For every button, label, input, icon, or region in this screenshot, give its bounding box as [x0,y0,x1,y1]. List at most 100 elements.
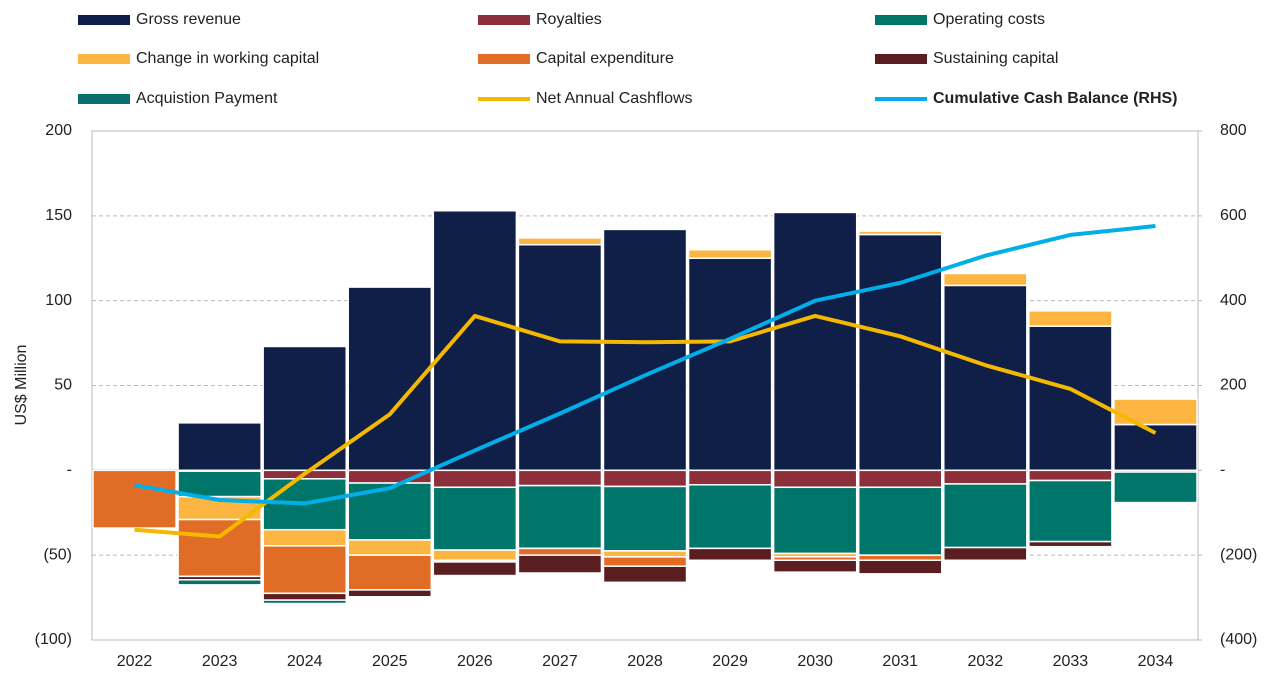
bar [347,589,433,598]
legend-label: Royalties [536,11,602,28]
y2-tick-label: - [1220,462,1225,479]
bar [687,249,773,259]
bar [602,228,688,472]
legend-swatch [478,15,530,25]
y-tick-label: 50 [54,377,72,394]
bar [262,528,347,547]
bar [687,469,773,486]
bar [177,579,262,586]
x-tick-label: 2031 [882,653,918,670]
x-tick-label: 2029 [712,653,748,670]
legend-swatch [478,54,530,64]
bar [347,554,433,591]
bar [602,550,688,558]
bar [687,547,773,562]
bar [262,599,347,605]
bar [1028,469,1113,482]
y-tick-label: (100) [35,631,72,648]
bar [517,554,603,574]
bar [432,469,518,489]
bar [262,592,347,601]
x-tick-label: 2033 [1053,653,1089,670]
y-axis-label: US$ Million [13,345,30,426]
legend-swatch [78,94,130,104]
bar [772,469,858,489]
bar [857,233,943,472]
bar [1028,479,1113,543]
y-tick-label: 200 [45,122,72,139]
y-tick-label: 150 [45,207,72,224]
bar [517,469,603,487]
legend-label: Net Annual Cashflows [536,90,693,107]
x-tick-label: 2034 [1138,653,1174,670]
bar [1113,398,1198,426]
bar [1028,540,1113,548]
bar [92,469,177,529]
bar [857,230,943,236]
legend-label: Gross revenue [136,11,241,28]
bar [602,485,688,552]
bar [517,243,603,472]
bar [943,469,1028,485]
y2-tick-label: (400) [1220,631,1257,648]
legend-label: Cumulative Cash Balance (RHS) [933,90,1178,107]
bar [687,484,773,550]
bar [347,539,433,556]
x-tick-label: 2027 [542,653,578,670]
bar [943,483,1028,549]
bar [432,549,518,562]
bar [1113,471,1198,504]
legend-swatch [875,15,927,25]
legend-swatch [78,54,130,64]
bar [687,257,773,472]
bar [857,554,943,562]
bar [432,561,518,577]
y-tick-label: (50) [44,546,72,563]
bar [602,565,688,584]
bar [857,559,943,575]
x-tick-label: 2028 [627,653,663,670]
bar [432,209,518,472]
bar [1028,310,1113,327]
y2-tick-label: (200) [1220,546,1257,563]
y2-tick-label: 800 [1220,122,1247,139]
line [134,224,1156,506]
bar [517,237,603,246]
bar [772,559,858,573]
bar [517,484,603,550]
bar [262,545,347,595]
legend-label: Sustaining capital [933,50,1058,67]
bar [432,486,518,551]
bar [857,469,943,489]
line [134,313,1157,539]
bar [602,556,688,567]
y2-tick-label: 200 [1220,377,1247,394]
bar [772,486,858,555]
bar [177,422,262,472]
x-tick-label: 2022 [117,653,153,670]
x-tick-label: 2025 [372,653,408,670]
bar [943,546,1028,562]
bar [772,211,858,472]
legend-label: Operating costs [933,11,1045,28]
legend-swatch [78,15,130,25]
x-tick-label: 2023 [202,653,238,670]
bar [602,469,688,488]
x-tick-label: 2026 [457,653,493,670]
bar [857,486,943,556]
y-tick-label: - [67,462,72,479]
y2-tick-label: 600 [1220,207,1247,224]
legend-label: Capital expenditure [536,50,674,67]
legend-label: Change in working capital [136,50,319,67]
x-tick-label: 2032 [968,653,1004,670]
y2-tick-label: 400 [1220,292,1247,309]
bar [1028,325,1113,472]
bar [517,547,603,556]
bar [943,272,1028,287]
legend-label: Acquistion Payment [136,90,278,107]
y-tick-label: 100 [45,292,72,309]
x-tick-label: 2030 [797,653,833,670]
x-tick-label: 2024 [287,653,323,670]
bar [943,284,1028,472]
